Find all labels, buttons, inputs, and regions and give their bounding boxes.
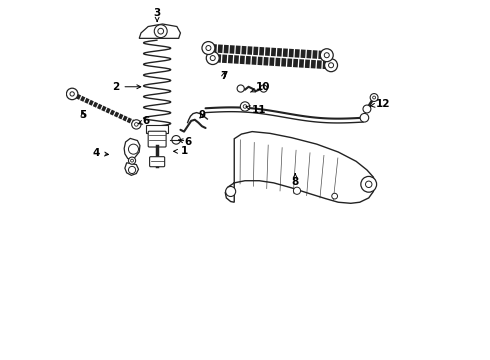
Text: 7: 7 [220,71,227,81]
Circle shape [324,59,338,72]
Polygon shape [139,24,180,39]
Circle shape [332,193,338,199]
Circle shape [206,51,219,64]
FancyBboxPatch shape [149,157,165,167]
Circle shape [320,49,333,62]
Text: 4: 4 [93,148,108,158]
Circle shape [210,55,215,60]
Circle shape [128,166,136,174]
Circle shape [135,123,138,126]
Circle shape [294,187,300,194]
Circle shape [131,159,133,162]
Text: 12: 12 [370,99,391,109]
Circle shape [70,92,74,96]
Circle shape [128,144,139,154]
Circle shape [132,120,141,129]
Circle shape [158,28,164,34]
Circle shape [260,85,267,92]
Polygon shape [124,138,140,160]
Circle shape [360,113,368,122]
FancyBboxPatch shape [147,126,168,134]
Circle shape [225,186,236,197]
Text: 1: 1 [173,146,188,156]
Text: 2: 2 [112,82,141,92]
Polygon shape [225,132,375,203]
Circle shape [361,176,377,192]
Circle shape [154,25,167,38]
Circle shape [363,105,371,113]
Circle shape [324,53,329,58]
Circle shape [237,85,245,92]
FancyBboxPatch shape [148,131,166,147]
Text: 9: 9 [198,111,205,121]
Text: 11: 11 [246,105,267,115]
Circle shape [67,88,78,100]
Text: 5: 5 [79,111,87,121]
Circle shape [243,105,247,108]
Circle shape [202,41,215,54]
Text: 3: 3 [153,8,161,21]
Circle shape [366,181,372,188]
Circle shape [240,102,250,111]
Text: 6: 6 [178,137,191,147]
Text: 6: 6 [139,116,150,126]
Text: 10: 10 [250,82,270,92]
Circle shape [206,45,211,50]
Circle shape [329,63,334,68]
Circle shape [373,96,375,99]
Circle shape [370,94,378,102]
Text: 8: 8 [292,174,299,187]
Circle shape [128,157,136,164]
Polygon shape [125,163,139,175]
Circle shape [172,135,180,144]
